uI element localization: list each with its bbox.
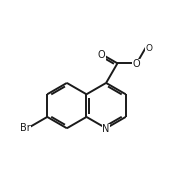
Text: N: N [103, 124, 110, 134]
Text: Br: Br [20, 122, 31, 132]
Text: O: O [98, 50, 105, 60]
Text: O: O [133, 59, 141, 69]
Text: O: O [146, 44, 153, 53]
